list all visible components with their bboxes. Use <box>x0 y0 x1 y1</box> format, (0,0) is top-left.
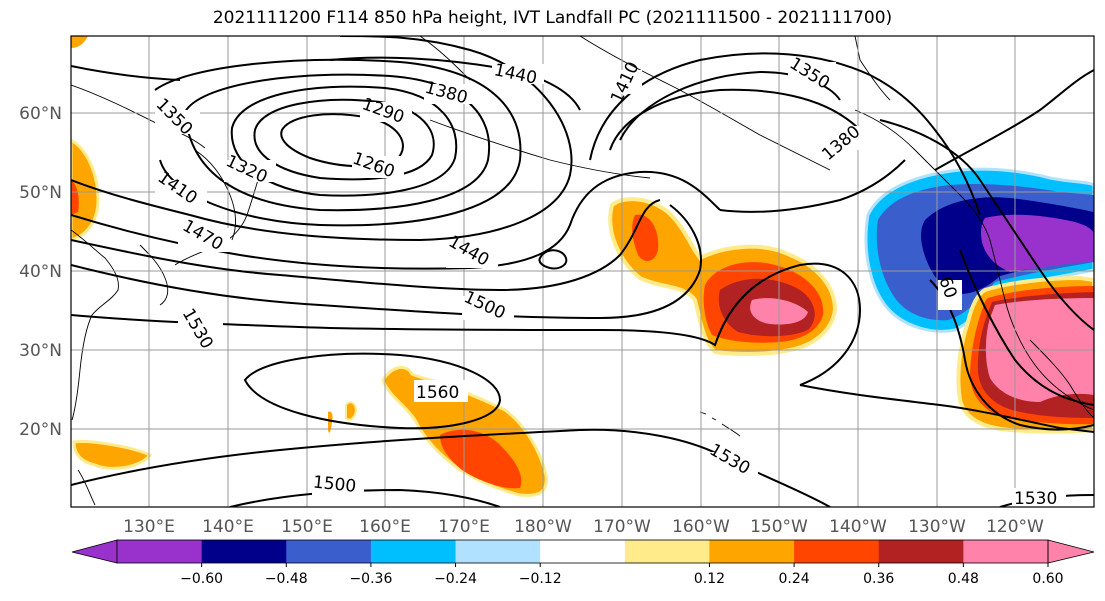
contour-1290 <box>253 98 435 181</box>
contour-1440-top <box>329 56 581 111</box>
contour-1440-east <box>719 69 1094 213</box>
contour-label: 1560 <box>416 383 459 403</box>
lon-label: 150°W <box>750 517 808 537</box>
lon-label: 160°W <box>672 517 730 537</box>
ivt-region-left-edge-core <box>71 180 79 215</box>
contour-1500-far-east <box>959 249 1094 406</box>
ivt-region-left-tropics <box>72 440 153 470</box>
colorbar-frame <box>116 539 1049 564</box>
contour-1350 <box>184 73 491 212</box>
contour-1320 <box>230 85 458 197</box>
colorbar-tick-label: −0.24 <box>434 571 477 587</box>
contour-1380-east <box>609 88 861 151</box>
colorbar-tick-label: −0.48 <box>265 571 308 587</box>
contour-1410-west <box>71 36 573 242</box>
colorbar-extend-low <box>71 539 118 564</box>
colorbar-tick-label: −0.12 <box>519 571 562 587</box>
colorbar-segments <box>117 540 1049 563</box>
colorbar-tick-label: 0.48 <box>948 571 979 587</box>
gridlines <box>71 36 1094 507</box>
contour-label: 1530 <box>1014 489 1057 509</box>
lat-label: 20°N <box>19 420 62 440</box>
colorbar-tick-label: 0.12 <box>694 571 725 587</box>
lon-label: 130°E <box>123 517 175 537</box>
plot-frame <box>70 35 1095 508</box>
contour-1470-east <box>879 119 1094 331</box>
ivt-region-small-islet <box>345 401 358 421</box>
plot-area: 1440 1410 1350 1380 1290 1350 1320 1260 … <box>71 36 1094 509</box>
ivt-region-small-islet-2 <box>328 411 333 433</box>
colorbar-segment <box>709 540 795 563</box>
colorbar-segment <box>540 540 626 563</box>
colorbar-tick-label: 0.60 <box>1032 571 1063 587</box>
coastline-north-america <box>854 36 891 101</box>
ivt-region-top-left <box>71 36 88 48</box>
coastline-mexico <box>1029 339 1094 419</box>
lon-label: 170°W <box>593 517 651 537</box>
contour-1470 <box>71 199 661 292</box>
contour-1380 <box>154 58 522 227</box>
lat-label: 60°N <box>19 104 62 124</box>
contour-1500-south <box>229 488 501 507</box>
colorbar-segment <box>117 540 203 563</box>
coastline-canada <box>854 109 1094 411</box>
lon-label: 120°W <box>986 517 1044 537</box>
lon-label: 170°E <box>438 517 490 537</box>
colorbar-tick-label: 0.36 <box>863 571 894 587</box>
colorbar-segment <box>624 540 710 563</box>
lon-label: 160°E <box>359 517 411 537</box>
colorbar-segment <box>963 540 1049 563</box>
colorbar-ticks: −0.60 −0.48 −0.36 −0.24 −0.12 0.12 0.24 0.36 0.4… <box>180 563 1064 587</box>
coastline-asia <box>71 229 119 421</box>
contour-1560 <box>243 352 502 430</box>
colorbar: −0.60 −0.48 −0.36 −0.24 −0.12 0.12 0.24 0.36 0.4… <box>71 539 1095 587</box>
lon-label: 150°E <box>281 517 333 537</box>
colorbar-segment <box>878 540 964 563</box>
contour-1530-main <box>71 262 862 386</box>
contour-1500 <box>71 204 702 320</box>
latitude-labels: 60°N 50°N 40°N 30°N 20°N <box>19 104 62 440</box>
lat-label: 50°N <box>19 183 62 203</box>
coastlines <box>71 36 1094 506</box>
lon-label: 130°W <box>908 517 966 537</box>
colorbar-segment <box>455 540 541 563</box>
map-title: 2021111200 F114 850 hPa height, IVT Land… <box>212 8 893 28</box>
colorbar-extend-high <box>1047 539 1095 564</box>
contour-1530-east <box>799 384 1094 433</box>
colorbar-tick-label: −0.36 <box>349 571 392 587</box>
contour-1500-east <box>929 279 1094 431</box>
contour-label-group: 1440 1410 1350 1380 1290 1350 1320 1260 … <box>152 54 1066 509</box>
lat-label: 40°N <box>19 262 62 282</box>
contour-1470-loop <box>538 249 568 270</box>
ivt-region-east-plume-red <box>632 214 659 262</box>
colorbar-tick-label: 0.24 <box>779 571 810 587</box>
coastline-kamchatka <box>194 149 237 241</box>
ivt-region-left-edge <box>71 138 100 242</box>
colorbar-tick-label: −0.60 <box>180 571 223 587</box>
lat-label: 30°N <box>19 341 62 361</box>
colorbar-segment <box>370 540 457 563</box>
colorbar-segment <box>201 540 287 563</box>
colorbar-segment <box>794 540 880 563</box>
contour-label: 1500 <box>312 472 357 496</box>
longitude-labels: 130°E 140°E 150°E 160°E 170°E 180°W 170°… <box>123 517 1044 537</box>
colorbar-segment <box>286 540 372 563</box>
lon-label: 180°W <box>514 517 572 537</box>
ivt-region-central-tropics-core <box>440 429 522 489</box>
ivt-region-northeast-negative-purple <box>981 214 1094 272</box>
lon-label: 140°E <box>202 517 254 537</box>
lon-label: 140°W <box>829 517 887 537</box>
coastline-philippines <box>77 469 96 506</box>
